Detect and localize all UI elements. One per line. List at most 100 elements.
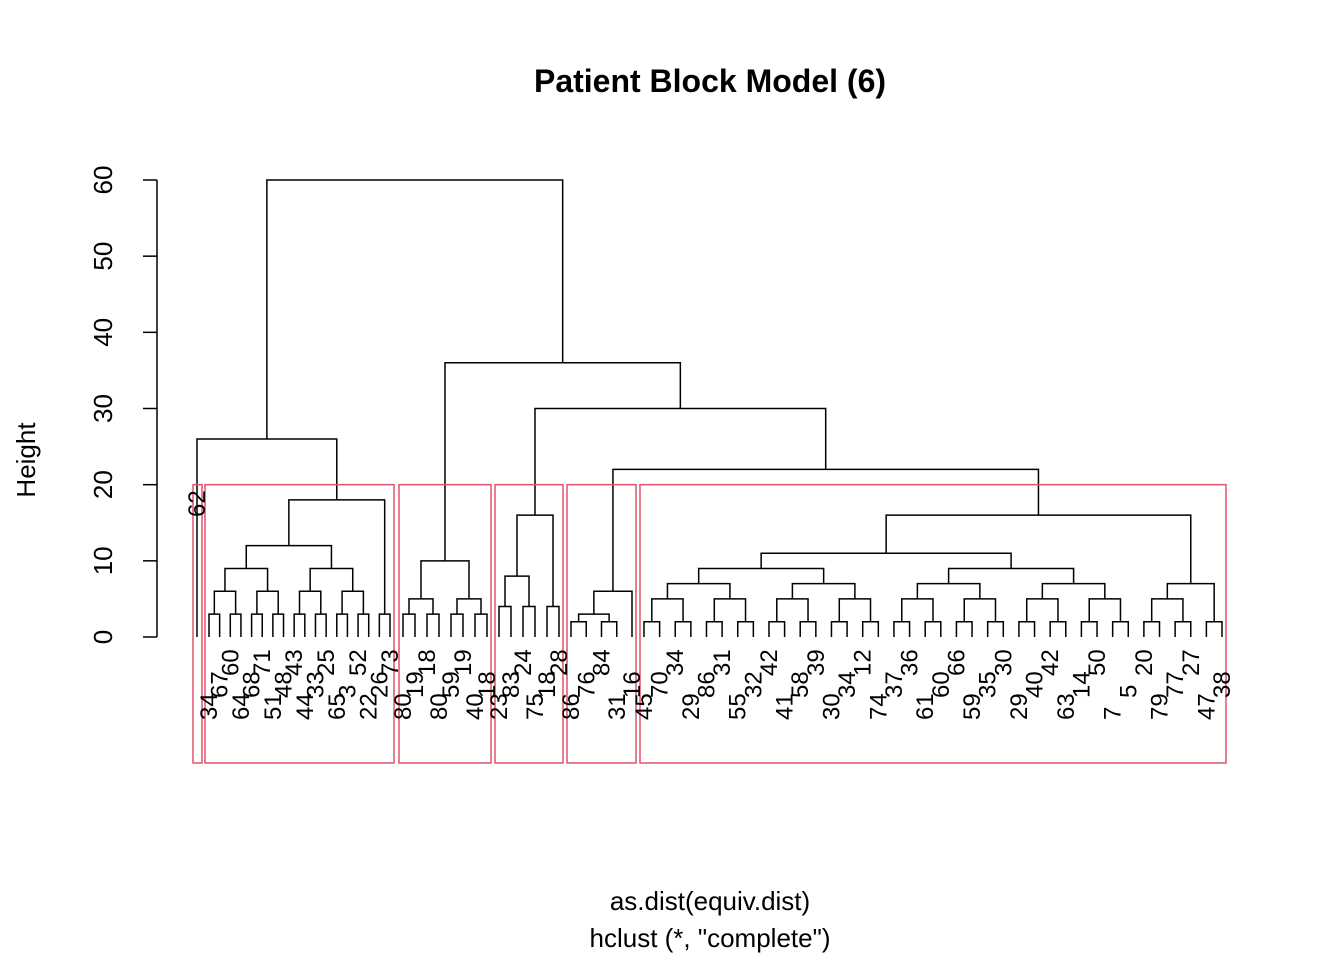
dendrogram-link (213, 590, 237, 615)
leaf-label: 30 (990, 649, 1017, 676)
cluster-box-6 (639, 483, 1227, 764)
dendrogram-link (666, 582, 731, 599)
leaf-label: 62 (184, 490, 211, 517)
leaf-label: 3 (334, 685, 361, 698)
leaf-label: 61 (912, 693, 939, 720)
dendrogram-link (498, 605, 512, 637)
leaf-label: 67 (207, 671, 234, 698)
leaf-label: 68 (239, 671, 266, 698)
leaf-label: 18 (474, 671, 501, 698)
dendrogram-link (1041, 582, 1106, 599)
leaf-label: 60 (928, 671, 955, 698)
dendrogram-link (504, 575, 530, 607)
dendrogram-link (791, 582, 856, 599)
leaf-label: 40 (462, 693, 489, 720)
y-ticks: 0 10 20 30 40 50 60 (88, 166, 157, 644)
dendrogram-link (947, 567, 1075, 584)
dendrogram-link (420, 560, 470, 599)
leaf-label: 19 (450, 649, 477, 676)
dendrogram-link (1018, 621, 1036, 637)
y-tick-label: 60 (88, 166, 118, 195)
dendrogram-link (1166, 582, 1215, 622)
dendrogram-link (402, 613, 416, 637)
leaf-label: 36 (897, 649, 924, 676)
leaf-label: 86 (558, 693, 585, 720)
leaf-label: 74 (865, 693, 892, 720)
leaf-label: 12 (850, 649, 877, 676)
leaf-label: 65 (324, 693, 351, 720)
leaf-label: 43 (281, 649, 308, 676)
leaf-label: 47 (1193, 693, 1220, 720)
y-axis-label: Height (11, 422, 41, 498)
leaf-label: 16 (619, 671, 646, 698)
dendrogram-link (713, 598, 747, 622)
dendrogram-link (986, 621, 1005, 637)
leaf-label: 50 (1084, 649, 1111, 676)
leaf-label: 25 (313, 649, 340, 676)
leaf-label: 76 (573, 671, 600, 698)
dendrogram-link (293, 613, 306, 637)
leaf-label: 70 (647, 671, 674, 698)
dendrogram-link (229, 613, 242, 637)
dendrogram-link (341, 590, 365, 615)
leaf-label: 58 (787, 671, 814, 698)
dendrogram-link (577, 613, 610, 622)
y-tick-label: 30 (88, 394, 118, 423)
dendrogram-link (643, 621, 661, 637)
dendrogram-link (1025, 598, 1059, 622)
leaf-label: 27 (1178, 649, 1205, 676)
dendrogram-link (408, 598, 434, 615)
y-tick-label: 20 (88, 470, 118, 499)
dendrogram-link (256, 590, 279, 615)
leaf-label: 84 (589, 649, 616, 676)
leaf-label: 22 (356, 693, 383, 720)
dendrogram-link (651, 598, 684, 622)
dendrogram-branches (196, 179, 1223, 637)
dendrogram-link (426, 613, 440, 637)
dendrogram-link (357, 613, 370, 637)
leaf-label: 71 (249, 649, 276, 676)
leaf-label: 29 (1006, 693, 1033, 720)
leaf-label: 41 (772, 693, 799, 720)
leaf-label: 86 (693, 671, 720, 698)
leaf-label: 30 (818, 693, 845, 720)
leaf-label: 80 (390, 693, 417, 720)
y-tick-label: 0 (88, 630, 118, 644)
dendrogram-link (838, 598, 872, 622)
y-axis: 0 10 20 30 40 50 60 (88, 166, 158, 644)
leaf-label: 35 (975, 671, 1002, 698)
leaf-label: 34 (662, 649, 689, 676)
leaf-label: 34 (196, 693, 223, 720)
dendrogram-link (830, 621, 848, 637)
leaf-label: 48 (271, 671, 298, 698)
leaf-label: 31 (709, 649, 736, 676)
dendrogram-link (924, 621, 942, 637)
dendrogram-link (955, 621, 973, 637)
dendrogram-link (546, 605, 560, 637)
dendrogram-link (901, 598, 934, 622)
leaf-label: 42 (756, 649, 783, 676)
dendrogram-link (196, 438, 338, 637)
y-tick-label: 40 (88, 318, 118, 347)
dendrogram-link (1111, 621, 1130, 637)
dendrogram-link (208, 613, 221, 637)
dendrogram-link (266, 179, 564, 439)
dendrogram-link (314, 613, 327, 637)
leaf-label: 19 (402, 671, 429, 698)
cluster-box-4 (494, 483, 564, 764)
dendrogram-link (534, 407, 827, 516)
leaf-label: 64 (228, 693, 255, 720)
leaf-label: 38 (1209, 671, 1236, 698)
leaf-label: 55 (725, 693, 752, 720)
dendrogram-link (1150, 598, 1184, 622)
leaf-label: 63 (1053, 693, 1080, 720)
dendrogram-link (245, 544, 333, 569)
dendrogram-link (1080, 621, 1098, 637)
dendrogram-link (474, 613, 488, 637)
y-tick-label: 50 (88, 242, 118, 271)
dendrogram-link (224, 567, 269, 592)
leaf-label: 59 (438, 671, 465, 698)
dendrogram-link (963, 598, 997, 622)
leaf-label: 24 (510, 649, 537, 676)
